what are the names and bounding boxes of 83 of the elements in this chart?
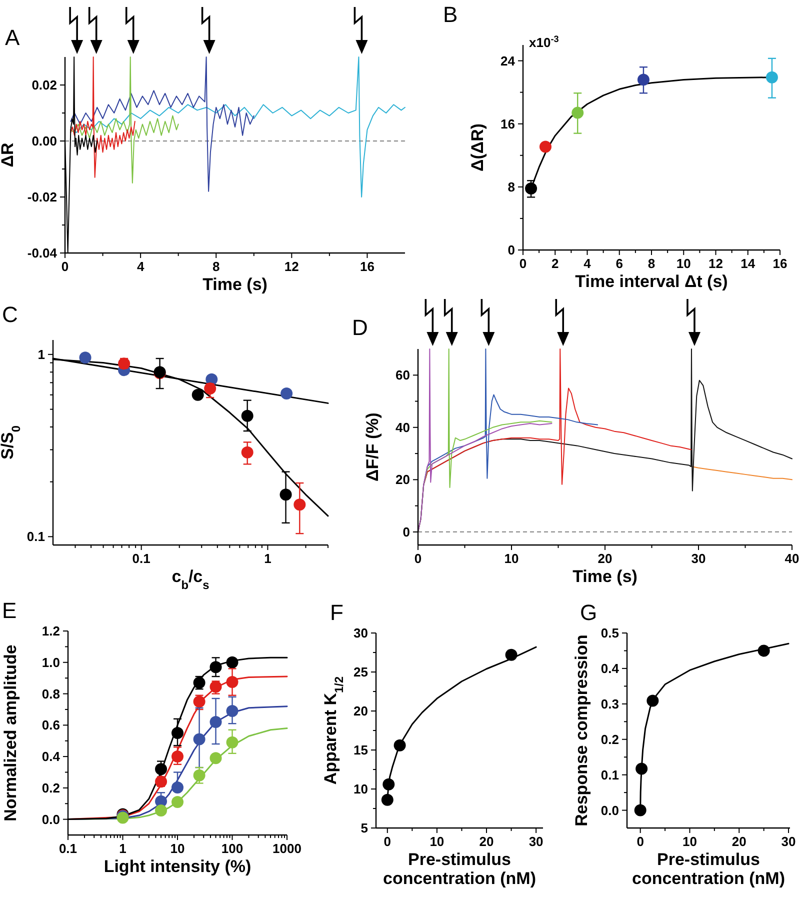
x-tick-label: 20: [479, 834, 494, 849]
x-axis-title: Pre-stimulus concentration (nM): [383, 850, 536, 888]
x-tick-label: 4: [136, 259, 145, 274]
x-tick-label: 6: [616, 256, 623, 271]
x-tick-label: 100: [221, 841, 244, 856]
y-tick-label: 1.0: [42, 654, 60, 670]
x-tick-label: 8: [212, 259, 220, 274]
chart-title: G: [580, 600, 598, 625]
x-tick-label: 12: [284, 259, 299, 274]
x-tick-label: 12: [708, 256, 723, 271]
y-tick-label: 60: [396, 368, 410, 383]
x-axis-title: c$_{b}$/c$_{s}$: [172, 567, 210, 592]
x-tick-label: 10: [676, 256, 691, 271]
y-tick-label: 0: [402, 524, 410, 540]
y-tick-label: 25: [354, 664, 368, 680]
x-tick-label: 1000: [272, 841, 302, 856]
chart-title: B: [443, 2, 458, 27]
chart-title: C: [2, 302, 18, 327]
y-tick-label: 15: [354, 742, 368, 758]
y-tick-label: 0.4: [42, 749, 61, 764]
y-tick-label: 0.0: [600, 802, 619, 818]
x-axis-title: Time (s): [202, 275, 268, 294]
y-axis-title: Response compression: [572, 634, 591, 826]
x-tick-label: 1: [119, 841, 126, 856]
y-tick-label: 0.1: [600, 767, 619, 782]
y-tick-label: 8: [508, 179, 515, 194]
y-tick-label: -0.02: [27, 190, 57, 204]
x-tick-label: 0: [384, 834, 392, 849]
x-tick-label: 16: [772, 256, 788, 271]
y-tick-label: 0.2: [600, 732, 619, 747]
x-tick-label: 4: [584, 256, 592, 271]
x-tick-label: 30: [691, 551, 706, 566]
y-tick-label: 5: [360, 820, 368, 836]
x-tick-label: 20: [732, 834, 746, 849]
chart-title: A: [5, 25, 20, 50]
y-tick-label: 0.8: [42, 686, 60, 702]
x-tick-label: 8: [648, 256, 656, 271]
y-tick-label: 20: [354, 704, 368, 718]
y-tick-label: 0.5: [600, 626, 619, 640]
x-axis-title: Light intensity (%): [104, 857, 252, 876]
y-tick-label: 1.2: [42, 624, 60, 638]
x-tick-label: 1: [264, 551, 272, 566]
x-tick-label: 10: [430, 834, 444, 849]
x-tick-label: 0.1: [132, 551, 150, 566]
x-tick-label: 30: [528, 834, 544, 849]
chart-title: D: [352, 315, 368, 340]
x-tick-label: 40: [784, 551, 800, 566]
annotation: x10$^{-3}$: [529, 34, 559, 50]
y-tick-label: 0: [508, 242, 515, 258]
x-tick-label: 0: [414, 551, 422, 566]
y-tick-label: 0.0: [42, 812, 60, 827]
y-axis-title: Normalized amplitude: [1, 644, 20, 822]
x-tick-label: 14: [740, 256, 756, 271]
y-tick-label: 30: [354, 626, 368, 640]
y-tick-label: 1: [38, 346, 45, 362]
y-tick-label: 16: [500, 116, 515, 132]
y-tick-label: 10: [354, 782, 368, 796]
x-tick-label: 2: [552, 256, 559, 271]
y-tick-label: 0.2: [42, 780, 60, 796]
y-axis-title: ΔR: [0, 142, 17, 168]
chart-title: F: [330, 600, 344, 625]
y-tick-label: -0.04: [27, 246, 58, 260]
y-tick-label: 0.3: [600, 696, 619, 712]
y-axis-title: Δ(ΔR): [468, 123, 487, 172]
y-tick-label: 24: [500, 53, 516, 68]
x-tick-label: 10: [682, 834, 697, 849]
y-tick-label: 0.4: [600, 660, 620, 676]
y-axis-title: ΔF/F (%): [363, 412, 382, 482]
x-axis-title: Time (s): [572, 567, 638, 586]
y-tick-label: 0.1: [26, 529, 45, 544]
x-axis-title: Time interval Δt (s): [575, 272, 728, 291]
x-axis-title: Pre-stimulus concentration (nM): [632, 850, 785, 888]
y-tick-label: 40: [396, 420, 410, 435]
x-tick-label: 30: [781, 834, 796, 849]
y-tick-label: 0.00: [32, 134, 57, 148]
x-tick-label: 0: [519, 256, 527, 271]
x-tick-label: 0.1: [58, 841, 78, 856]
y-tick-label: 0.6: [42, 718, 60, 733]
y-tick-label: 0.02: [32, 78, 57, 92]
x-tick-label: 0: [636, 834, 644, 849]
chart-title: E: [2, 598, 17, 623]
x-tick-label: 10: [170, 841, 185, 856]
y-tick-label: 20: [396, 472, 410, 488]
